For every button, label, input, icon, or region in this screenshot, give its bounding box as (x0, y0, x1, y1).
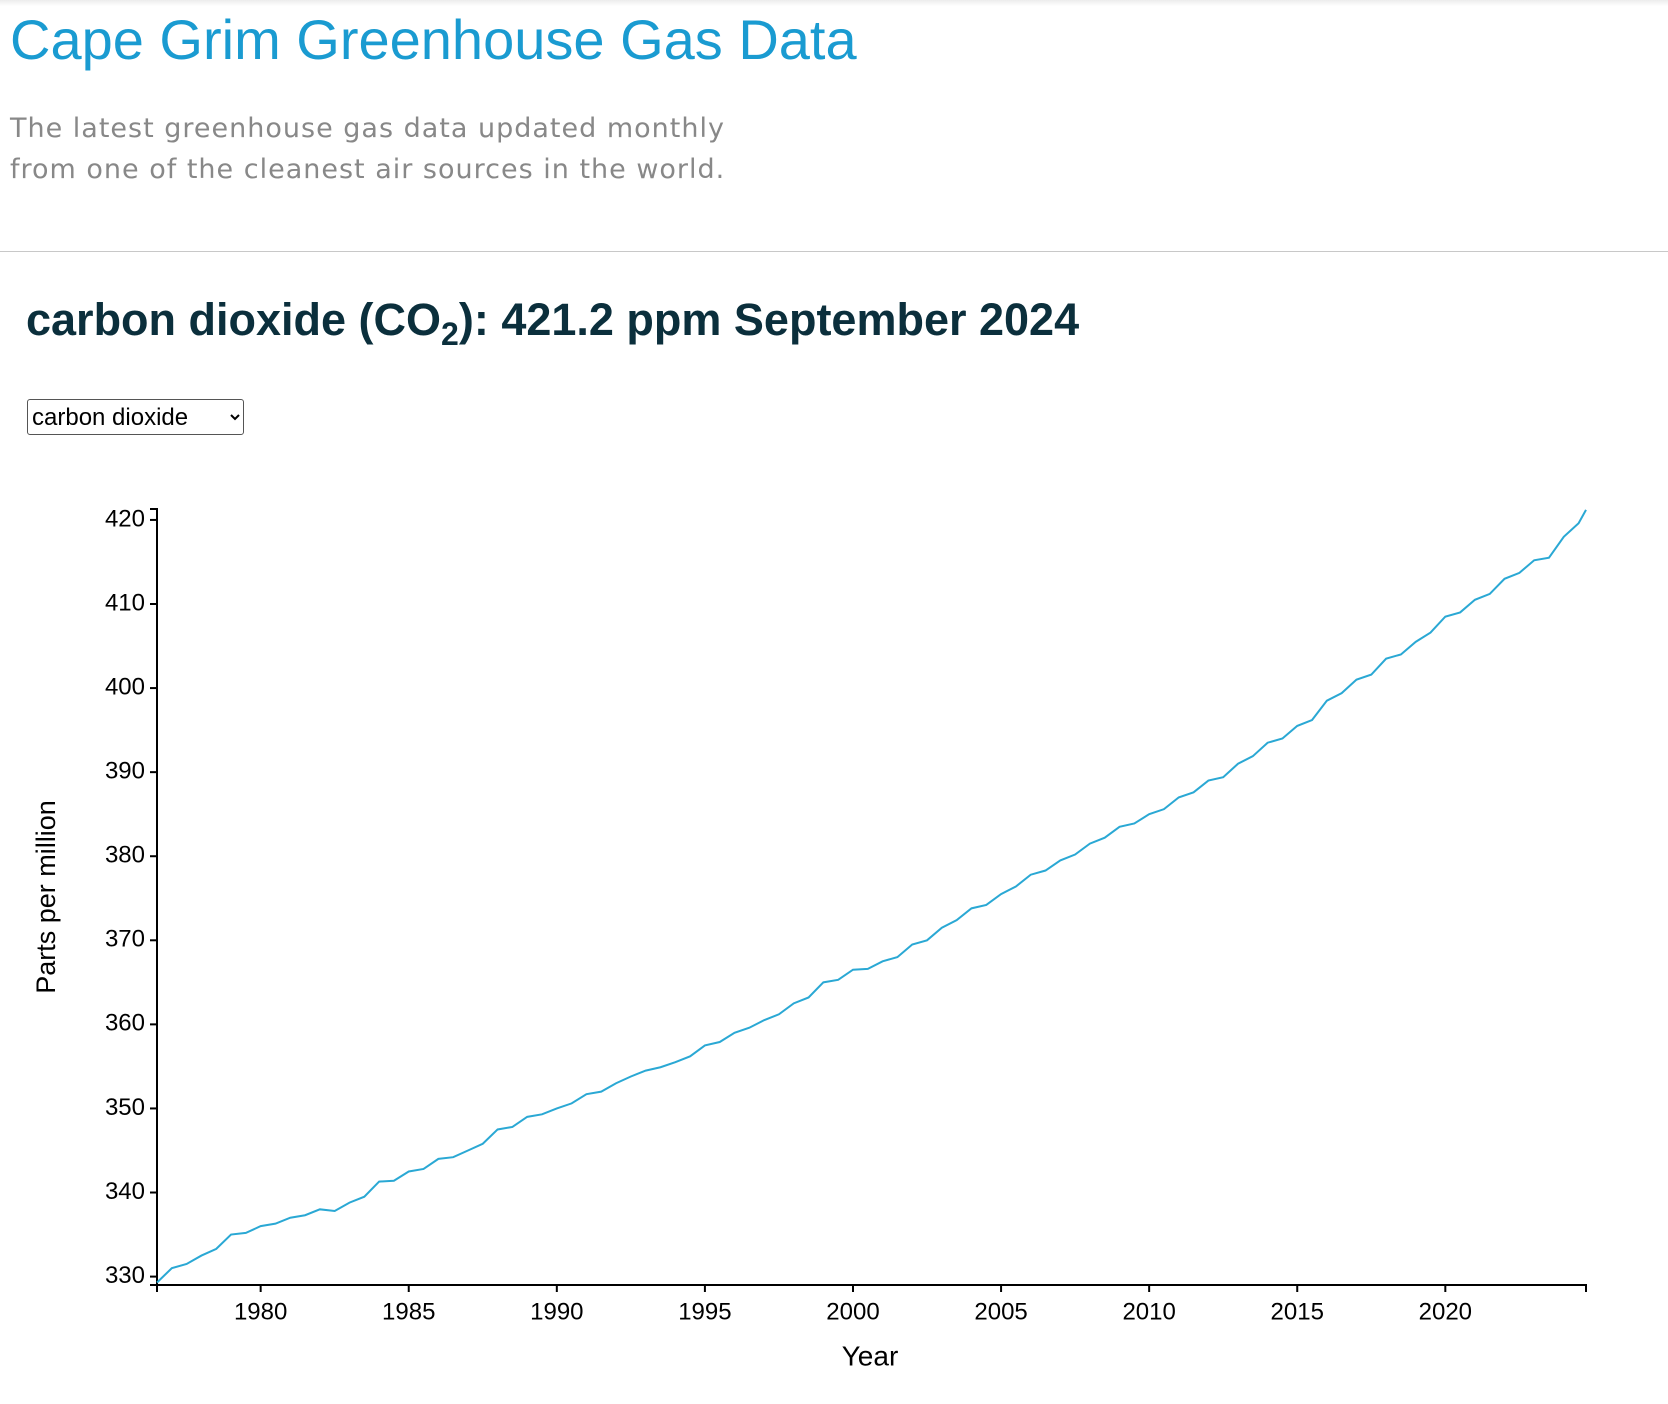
divider (0, 251, 1668, 252)
y-tick-label: 410 (105, 589, 145, 616)
y-tick-label: 370 (105, 926, 145, 953)
x-tick-label: 1980 (234, 1298, 287, 1325)
x-tick-label: 1985 (382, 1298, 435, 1325)
x-tick-label: 2005 (974, 1298, 1027, 1325)
y-tick-label: 380 (105, 842, 145, 869)
gas-heading: carbon dioxide (CO2): 421.2 ppm Septembe… (26, 290, 1079, 364)
y-tick-label: 420 (105, 505, 145, 532)
y-axis (150, 508, 158, 1286)
heading-text: ): 421.2 ppm September 2024 (458, 294, 1080, 345)
heading-text: carbon dioxide (CO (26, 294, 442, 345)
heading-subscript: 2 (441, 316, 459, 352)
x-tick-label: 2010 (1122, 1298, 1175, 1325)
y-tick-label: 340 (105, 1178, 145, 1205)
data-line (156, 509, 1587, 1284)
y-axis-label: Parts per million (31, 800, 61, 994)
y-tick-label: 360 (105, 1010, 145, 1037)
x-tick-label: 2015 (1271, 1298, 1324, 1325)
page-title: Cape Grim Greenhouse Gas Data (10, 8, 857, 71)
x-tick-label: 1995 (678, 1298, 731, 1325)
subtitle-line: The latest greenhouse gas data updated m… (10, 113, 725, 144)
y-tick-label: 350 (105, 1094, 145, 1121)
top-bar (0, 0, 1668, 6)
subtitle-line: from one of the cleanest air sources in … (10, 154, 726, 185)
gas-selector[interactable]: carbon dioxide (27, 399, 244, 435)
x-tick-label: 2000 (826, 1298, 879, 1325)
y-tick-label: 400 (105, 673, 145, 700)
x-axis (156, 1284, 1587, 1292)
x-axis-label: Year (842, 1340, 899, 1371)
y-tick-label: 330 (105, 1262, 145, 1289)
subtitle: The latest greenhouse gas data updated m… (10, 108, 725, 190)
x-tick-label: 2020 (1419, 1298, 1472, 1325)
x-tick-label: 1990 (530, 1298, 583, 1325)
y-tick-label: 390 (105, 757, 145, 784)
